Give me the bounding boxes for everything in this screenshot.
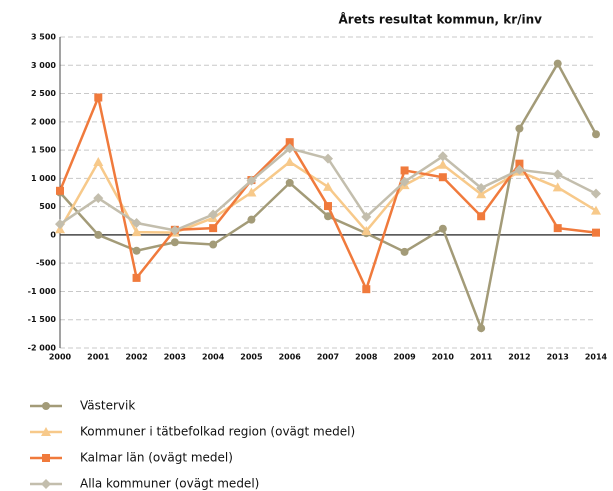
data-point [553, 59, 562, 68]
data-point [324, 212, 332, 221]
x-tick-label: 2004 [202, 353, 225, 362]
data-point [437, 159, 448, 169]
data-point [361, 225, 372, 235]
data-point [514, 164, 525, 175]
y-tick-label: -1 000 [28, 287, 57, 296]
data-point [209, 240, 218, 249]
data-point [400, 166, 409, 175]
data-point [94, 230, 103, 239]
data-point [438, 173, 447, 182]
data-point [131, 227, 142, 237]
data-point [94, 93, 103, 102]
data-point [400, 247, 409, 256]
data-point [209, 224, 218, 233]
data-point [169, 225, 180, 236]
data-point [132, 246, 141, 255]
y-tick-label: 1 500 [31, 146, 56, 155]
legend-marker [42, 402, 50, 410]
legend-label: Alla kommuner (ovägt medel) [80, 477, 259, 491]
x-tick-label: 2006 [279, 353, 302, 362]
data-point [592, 130, 600, 139]
y-tick-label: 2 000 [31, 117, 56, 126]
data-point [362, 285, 371, 294]
x-tick-label: 2009 [393, 353, 416, 362]
data-point [477, 212, 486, 221]
data-point [515, 124, 524, 133]
data-point [323, 153, 333, 164]
data-point [476, 189, 487, 199]
x-tick-label: 2003 [164, 353, 186, 362]
data-point [247, 215, 256, 224]
x-tick-label: 2008 [355, 353, 378, 362]
data-point [361, 211, 372, 222]
x-tick-label: 2010 [432, 353, 455, 362]
y-tick-label: 1 000 [31, 174, 56, 183]
data-point [438, 224, 447, 233]
data-point [515, 159, 524, 168]
data-point [437, 151, 448, 162]
data-point [93, 193, 104, 204]
data-point [591, 188, 601, 199]
legend-marker [41, 479, 51, 489]
y-tick-label: 2 500 [31, 89, 56, 98]
data-point [324, 202, 332, 211]
series-line [58, 93, 597, 293]
data-point [552, 182, 563, 192]
data-point [93, 156, 104, 166]
data-point [284, 156, 295, 166]
y-tick-label: 0 [50, 230, 56, 239]
legend-marker [41, 427, 51, 436]
data-point [132, 273, 141, 282]
data-point [285, 178, 294, 187]
data-point [591, 205, 601, 215]
data-point [246, 187, 257, 197]
chart-title: Årets resultat kommun, kr/inv [339, 12, 543, 27]
data-point [131, 218, 142, 229]
data-point [170, 238, 179, 247]
x-tick-label: 2012 [508, 353, 530, 362]
y-tick-label: 3 500 [31, 33, 56, 42]
legend-label: Kalmar län (ovägt medel) [80, 451, 233, 465]
y-tick-label: -1 500 [28, 315, 57, 324]
x-tick-label: 2001 [87, 353, 110, 362]
data-point [399, 176, 410, 187]
series-line [59, 61, 598, 333]
y-tick-label: -2 000 [28, 344, 57, 353]
y-tick-label: 3 000 [31, 61, 56, 70]
legend-label: Kommuner i tätbefolkad region (ovägt med… [80, 425, 355, 439]
x-tick-label: 2002 [125, 353, 147, 362]
y-tick-label: -500 [36, 259, 56, 268]
data-point [553, 224, 562, 233]
data-point [56, 186, 64, 195]
x-tick-label: 2011 [470, 353, 493, 362]
x-tick-label: 2000 [49, 353, 72, 362]
x-tick-label: 2014 [585, 353, 608, 362]
data-point [477, 324, 486, 333]
data-point [55, 219, 65, 230]
x-tick-label: 2005 [240, 353, 263, 362]
data-point [208, 209, 219, 220]
x-tick-label: 2013 [547, 353, 569, 362]
data-point [284, 143, 295, 154]
data-point [592, 228, 600, 237]
x-tick-label: 2007 [317, 353, 339, 362]
y-tick-label: 500 [39, 202, 56, 211]
legend-marker [42, 454, 50, 462]
data-point [476, 182, 487, 193]
data-point [246, 175, 257, 186]
data-point [285, 138, 294, 147]
legend-label: Västervik [80, 399, 135, 413]
data-point [552, 169, 563, 180]
data-point [323, 181, 333, 191]
